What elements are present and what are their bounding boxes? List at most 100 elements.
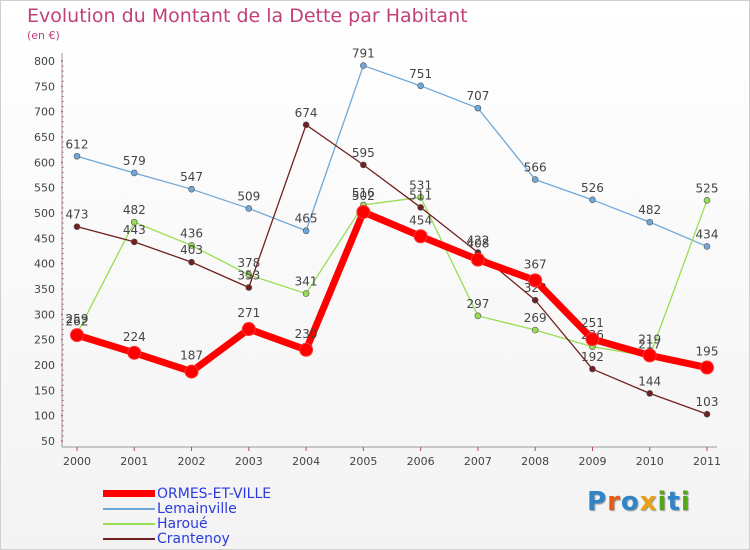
logo-letter: r (607, 487, 621, 517)
y-tick-label: 550 (34, 182, 55, 195)
data-label-lemainville: 509 (237, 189, 260, 203)
data-label-ormes-et-ville: 230 (295, 327, 318, 341)
data-point-ormes-et-ville (299, 342, 314, 357)
x-tick-label: 2005 (349, 455, 377, 468)
data-label-harou-: 297 (466, 297, 489, 311)
data-point-lemainville (417, 82, 424, 90)
x-tick-label: 2001 (120, 455, 148, 468)
y-tick-label: 100 (34, 410, 55, 423)
data-point-crantenoy (417, 204, 424, 211)
data-point-lemainville (188, 185, 195, 193)
logo-letter: i (657, 487, 668, 517)
data-label-harou-: 341 (295, 275, 318, 289)
x-tick-label: 2009 (578, 455, 606, 468)
data-label-harou-: 516 (352, 186, 375, 200)
data-point-harou- (474, 312, 482, 320)
data-point-harou- (531, 326, 539, 334)
data-label-harou-: 217 (638, 337, 661, 351)
proxiti-logo: Proxiti (587, 487, 691, 517)
data-point-ormes-et-ville (127, 345, 142, 360)
data-label-harou-: 378 (237, 256, 260, 270)
data-point-crantenoy (302, 121, 310, 129)
data-point-harou- (188, 242, 195, 249)
data-label-lemainville: 612 (66, 137, 89, 151)
series-line-crantenoy (76, 124, 708, 415)
data-point-ormes-et-ville (642, 348, 657, 363)
data-point-crantenoy (589, 365, 596, 373)
data-point-harou- (417, 193, 424, 201)
data-label-lemainville: 566 (524, 161, 547, 175)
data-label-lemainville: 579 (123, 154, 146, 168)
data-point-lemainville (474, 104, 482, 112)
data-point-harou- (130, 218, 138, 226)
x-tick-label: 2004 (292, 455, 320, 468)
data-point-ormes-et-ville (528, 273, 543, 288)
data-point-crantenoy (703, 410, 711, 418)
data-point-lemainville (360, 62, 367, 69)
y-tick-label: 200 (34, 359, 55, 372)
data-label-crantenoy: 674 (295, 106, 318, 120)
data-label-ormes-et-ville: 454 (409, 213, 432, 227)
legend-swatch (103, 537, 155, 540)
data-label-ormes-et-ville: 219 (638, 332, 661, 346)
chart-title: Evolution du Montant de la Dette par Hab… (27, 5, 468, 27)
data-label-crantenoy: 422 (466, 234, 489, 248)
data-label-ormes-et-ville: 224 (123, 330, 146, 344)
legend-item: Haroué (103, 516, 271, 532)
y-tick-label: 700 (34, 106, 55, 119)
x-tick-label: 2003 (235, 455, 263, 468)
legend-label: Lemainville (157, 500, 237, 517)
data-point-ormes-et-ville (585, 332, 600, 347)
legend-label: Crantenoy (157, 530, 230, 547)
data-point-ormes-et-ville (700, 360, 714, 375)
data-label-ormes-et-ville: 408 (466, 237, 489, 251)
data-point-lemainville (130, 169, 138, 177)
y-tick-label: 450 (34, 232, 55, 245)
x-tick-label: 2010 (636, 455, 664, 468)
chart-unit: (en €) (27, 29, 60, 42)
data-label-harou-: 436 (180, 226, 203, 240)
data-label-ormes-et-ville: 195 (696, 345, 719, 359)
data-label-crantenoy: 473 (66, 208, 89, 222)
logo-letter: P (587, 487, 608, 517)
data-point-ormes-et-ville (70, 328, 84, 343)
x-tick-label: 2011 (693, 455, 721, 468)
data-point-crantenoy (73, 223, 81, 230)
data-point-harou- (245, 271, 253, 279)
data-label-crantenoy: 511 (409, 188, 432, 202)
data-label-lemainville: 434 (696, 227, 719, 241)
data-label-lemainville: 751 (409, 67, 432, 81)
data-label-crantenoy: 103 (696, 395, 719, 409)
data-point-harou- (703, 197, 711, 204)
data-point-harou- (302, 290, 310, 297)
logo-letter: x (639, 487, 658, 517)
data-point-crantenoy (531, 296, 539, 304)
data-point-ormes-et-ville (356, 204, 371, 219)
data-point-lemainville (302, 227, 310, 235)
y-tick-label: 400 (34, 258, 55, 271)
y-tick-label: 250 (34, 334, 55, 347)
data-label-crantenoy: 144 (638, 374, 661, 388)
legend-label: ORMES-ET-VILLE (157, 485, 272, 502)
data-point-ormes-et-ville (413, 229, 428, 244)
x-tick-label: 2000 (63, 455, 91, 468)
data-point-lemainville (589, 196, 596, 204)
y-tick-label: 750 (34, 80, 55, 93)
data-point-crantenoy (245, 284, 253, 291)
data-label-lemainville: 465 (295, 212, 318, 226)
data-label-ormes-et-ville: 367 (524, 257, 547, 271)
y-tick-label: 800 (34, 55, 55, 68)
data-point-crantenoy (360, 161, 367, 169)
legend-item: Lemainville (103, 500, 271, 517)
data-point-crantenoy (130, 238, 138, 246)
x-tick-label: 2002 (178, 455, 206, 468)
data-label-lemainville: 707 (466, 89, 489, 103)
data-point-lemainville (703, 243, 711, 250)
data-label-lemainville: 547 (180, 170, 203, 184)
data-label-crantenoy: 403 (180, 243, 203, 257)
legend-item: ORMES-ET-VILLE (103, 485, 272, 502)
data-point-lemainville (245, 205, 253, 212)
legend-item: Crantenoy (103, 530, 271, 547)
y-tick-label: 500 (34, 207, 55, 220)
